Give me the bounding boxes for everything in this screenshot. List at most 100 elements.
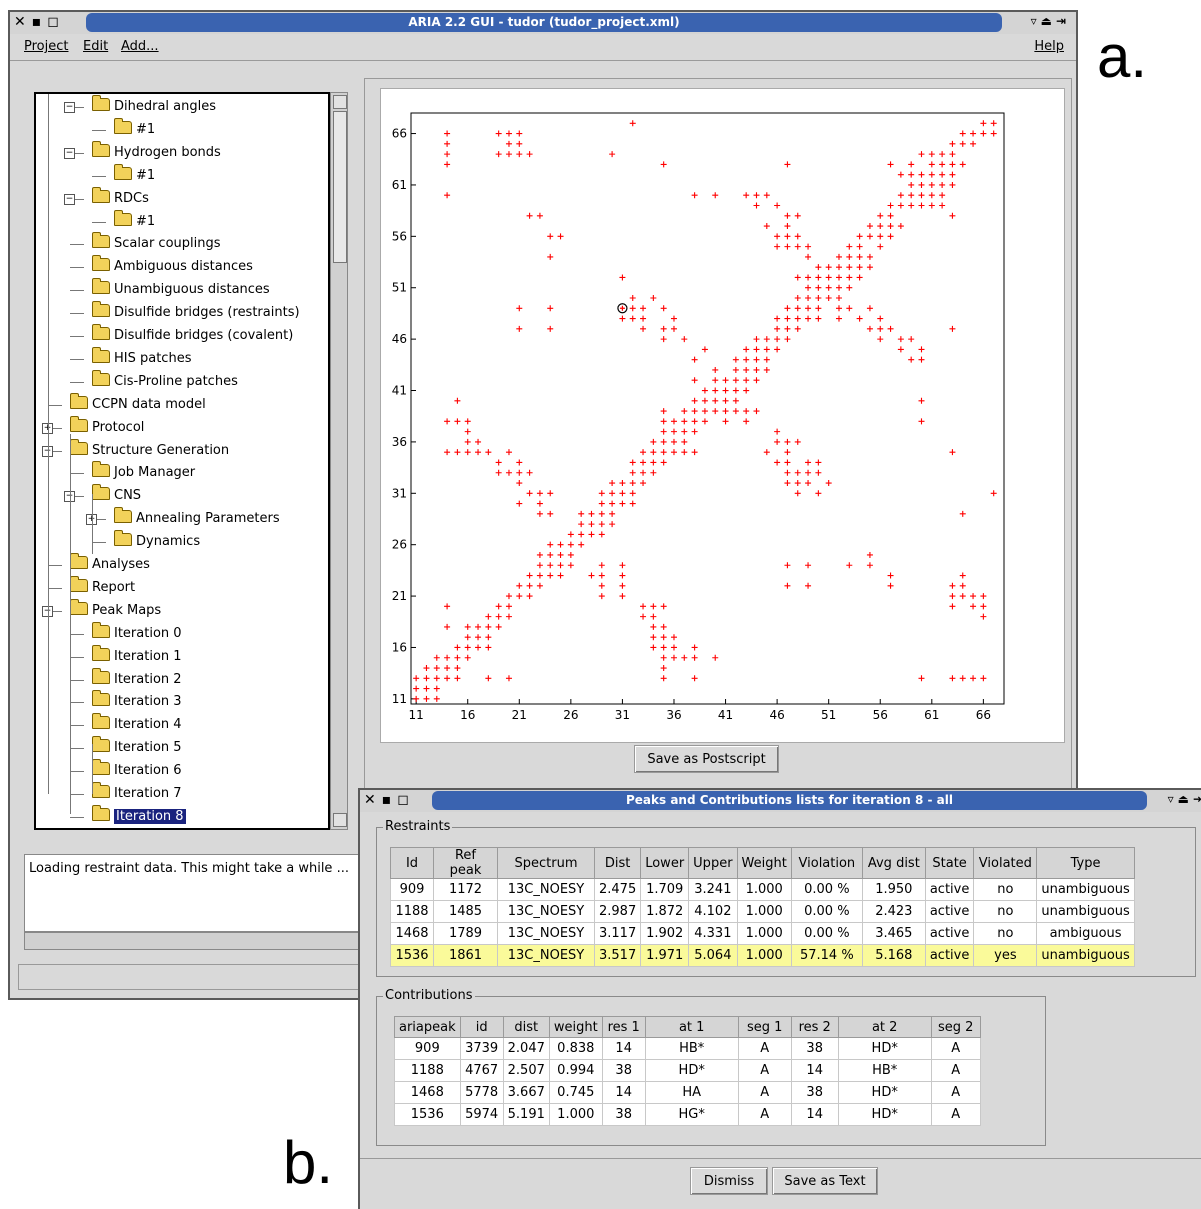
tree-item-28[interactable]: Iteration 5 bbox=[78, 736, 182, 759]
peak-point bbox=[464, 438, 471, 445]
table-row[interactable]: 1536 5974 5.191 1.000 38 HG* A 14 HD* A bbox=[394, 1103, 981, 1126]
tree-item-10[interactable]: Disulfide bridges (covalent) bbox=[78, 324, 293, 347]
tree-item-18[interactable]: + Annealing Parameters bbox=[86, 507, 280, 530]
column-header[interactable]: id bbox=[459, 1016, 504, 1038]
tree-item-16[interactable]: Job Manager bbox=[78, 461, 195, 484]
dialog-titlebar[interactable]: ✕▪◻ Peaks and Contributions lists for it… bbox=[360, 790, 1201, 812]
tree-item-26[interactable]: Iteration 3 bbox=[78, 690, 182, 713]
scroll-up-arrow-icon[interactable] bbox=[333, 95, 347, 109]
table-row[interactable]: 1536 1861 13C_NOESY 3.517 1.971 5.064 1.000 57.… bbox=[390, 944, 1135, 967]
menu-edit[interactable]: Edit bbox=[83, 39, 109, 54]
peak-point bbox=[660, 654, 667, 661]
dialog-window-controls[interactable]: ✕▪◻ bbox=[364, 792, 415, 808]
column-header[interactable]: at 2 bbox=[837, 1016, 932, 1038]
column-header[interactable]: dist bbox=[502, 1016, 550, 1038]
tree-item-6[interactable]: Scalar couplings bbox=[78, 232, 221, 255]
table-row[interactable]: 909 1172 13C_NOESY 2.475 1.709 3.241 1.000 0.00… bbox=[390, 878, 1135, 901]
expand-icon[interactable]: + bbox=[86, 514, 97, 526]
tree-item-12[interactable]: Cis-Proline patches bbox=[78, 369, 238, 393]
column-header[interactable]: res 1 bbox=[601, 1016, 646, 1038]
window-right-controls[interactable]: ▿⏏⇥ bbox=[1030, 14, 1070, 28]
project-tree[interactable]: − Dihedral angles #1 − Hydrogen bonds #1 − RDCs… bbox=[34, 92, 330, 830]
collapse-icon[interactable]: − bbox=[64, 193, 75, 205]
save-postscript-button[interactable]: Save as Postscript bbox=[634, 745, 779, 773]
tree-item-25[interactable]: Iteration 2 bbox=[78, 667, 182, 691]
table-row[interactable]: 909 3739 2.047 0.838 14 HB* A 38 HD* A bbox=[394, 1037, 981, 1060]
menu-add[interactable]: Add... bbox=[121, 39, 159, 54]
column-header[interactable]: ariapeak bbox=[394, 1016, 461, 1038]
tree-item-1[interactable]: #1 bbox=[100, 117, 155, 141]
column-header[interactable]: Spectrum bbox=[497, 847, 595, 879]
tree-scrollbar[interactable] bbox=[330, 92, 348, 830]
dismiss-button[interactable]: Dismiss bbox=[690, 1167, 768, 1195]
tree-item-27[interactable]: Iteration 4 bbox=[78, 713, 182, 736]
menu-project[interactable]: Project bbox=[24, 39, 69, 54]
collapse-icon[interactable]: − bbox=[42, 605, 53, 617]
main-titlebar[interactable]: ✕▪◻ ARIA 2.2 GUI - tudor (tudor_project.… bbox=[10, 12, 1076, 34]
tree-item-23[interactable]: Iteration 0 bbox=[78, 621, 182, 645]
tree-item-24[interactable]: Iteration 1 bbox=[78, 644, 182, 668]
column-header[interactable]: Violation bbox=[790, 847, 863, 879]
column-header[interactable]: at 1 bbox=[644, 1016, 739, 1038]
collapse-icon[interactable]: − bbox=[42, 445, 53, 457]
tree-item-11[interactable]: HIS patches bbox=[78, 346, 191, 370]
peak-point bbox=[887, 223, 894, 230]
tree-item-4[interactable]: − RDCs bbox=[64, 186, 149, 210]
peak-point bbox=[846, 562, 853, 569]
collapse-icon[interactable]: − bbox=[64, 102, 75, 113]
column-header[interactable]: Type bbox=[1036, 847, 1135, 879]
table-row[interactable]: 1188 1485 13C_NOESY 2.987 1.872 4.102 1.000 0.0… bbox=[390, 900, 1135, 923]
column-header[interactable]: Violated bbox=[973, 847, 1038, 879]
column-header[interactable]: seg 1 bbox=[737, 1016, 792, 1038]
tree-item-22[interactable]: − Peak Maps bbox=[42, 598, 161, 622]
peak-point bbox=[660, 408, 667, 415]
peak-point bbox=[908, 202, 915, 209]
tree-item-15[interactable]: − Structure Generation bbox=[42, 438, 229, 462]
column-header[interactable]: Weight bbox=[736, 847, 792, 879]
tree-item-14[interactable]: + Protocol bbox=[42, 415, 144, 439]
tree-item-3[interactable]: #1 bbox=[100, 163, 155, 187]
tree-item-0[interactable]: − Dihedral angles bbox=[64, 95, 216, 118]
collapse-icon[interactable]: − bbox=[64, 147, 75, 159]
tree-item-21[interactable]: Report bbox=[56, 575, 135, 599]
table-row[interactable]: 1188 4767 2.507 0.994 38 HD* A 14 HB* A bbox=[394, 1059, 981, 1082]
tree-item-9[interactable]: Disulfide bridges (restraints) bbox=[78, 301, 300, 324]
table-row[interactable]: 1468 5778 3.667 0.745 14 HA A 38 HD* A bbox=[394, 1081, 981, 1104]
tree-item-30[interactable]: Iteration 7 bbox=[78, 782, 182, 805]
tree-item-5[interactable]: #1 bbox=[100, 209, 155, 233]
dialog-right-controls[interactable]: ▿⏏⇥ bbox=[1167, 792, 1201, 806]
tree-item-31[interactable]: Iteration 8 bbox=[78, 804, 187, 828]
tree-item-29[interactable]: Iteration 6 bbox=[78, 759, 182, 782]
y-tick-label: 11 bbox=[392, 692, 407, 706]
status-hscrollbar[interactable] bbox=[24, 932, 360, 950]
tree-item-8[interactable]: Unambiguous distances bbox=[78, 278, 270, 301]
column-header[interactable]: Id bbox=[390, 847, 434, 879]
tree-item-2[interactable]: − Hydrogen bonds bbox=[64, 140, 221, 164]
tree-item-17[interactable]: − CNS bbox=[64, 484, 141, 507]
column-header[interactable]: seg 2 bbox=[930, 1016, 981, 1038]
tree-item-20[interactable]: Analyses bbox=[56, 553, 150, 576]
column-header[interactable]: Upper bbox=[688, 847, 738, 879]
restraints-table[interactable]: Id Ref peak Spectrum Dist Lower Upper Weight Vi… bbox=[390, 847, 1135, 967]
table-row[interactable]: 1468 1789 13C_NOESY 3.117 1.902 4.331 1.000 0.0… bbox=[390, 922, 1135, 945]
tree-item-7[interactable]: Ambiguous distances bbox=[78, 255, 253, 278]
save-as-text-button[interactable]: Save as Text bbox=[772, 1167, 878, 1195]
tree-item-19[interactable]: Dynamics bbox=[100, 530, 200, 553]
expand-icon[interactable]: + bbox=[42, 422, 53, 434]
column-header[interactable]: Dist bbox=[593, 847, 642, 879]
column-header[interactable]: weight bbox=[548, 1016, 603, 1038]
peak-point bbox=[433, 695, 440, 702]
tree-item-13[interactable]: CCPN data model bbox=[56, 392, 206, 416]
column-header[interactable]: Avg dist bbox=[861, 847, 926, 879]
column-header[interactable]: Ref peak bbox=[433, 847, 498, 879]
column-header[interactable]: State bbox=[924, 847, 975, 879]
window-controls[interactable]: ✕▪◻ bbox=[14, 14, 65, 30]
collapse-icon[interactable]: − bbox=[64, 491, 75, 503]
column-header[interactable]: res 2 bbox=[790, 1016, 839, 1038]
peak-point bbox=[774, 459, 781, 466]
scroll-thumb[interactable] bbox=[333, 111, 347, 263]
column-header[interactable]: Lower bbox=[640, 847, 690, 879]
menu-help[interactable]: Help bbox=[1034, 39, 1064, 54]
scroll-down-arrow-icon[interactable] bbox=[333, 813, 347, 827]
